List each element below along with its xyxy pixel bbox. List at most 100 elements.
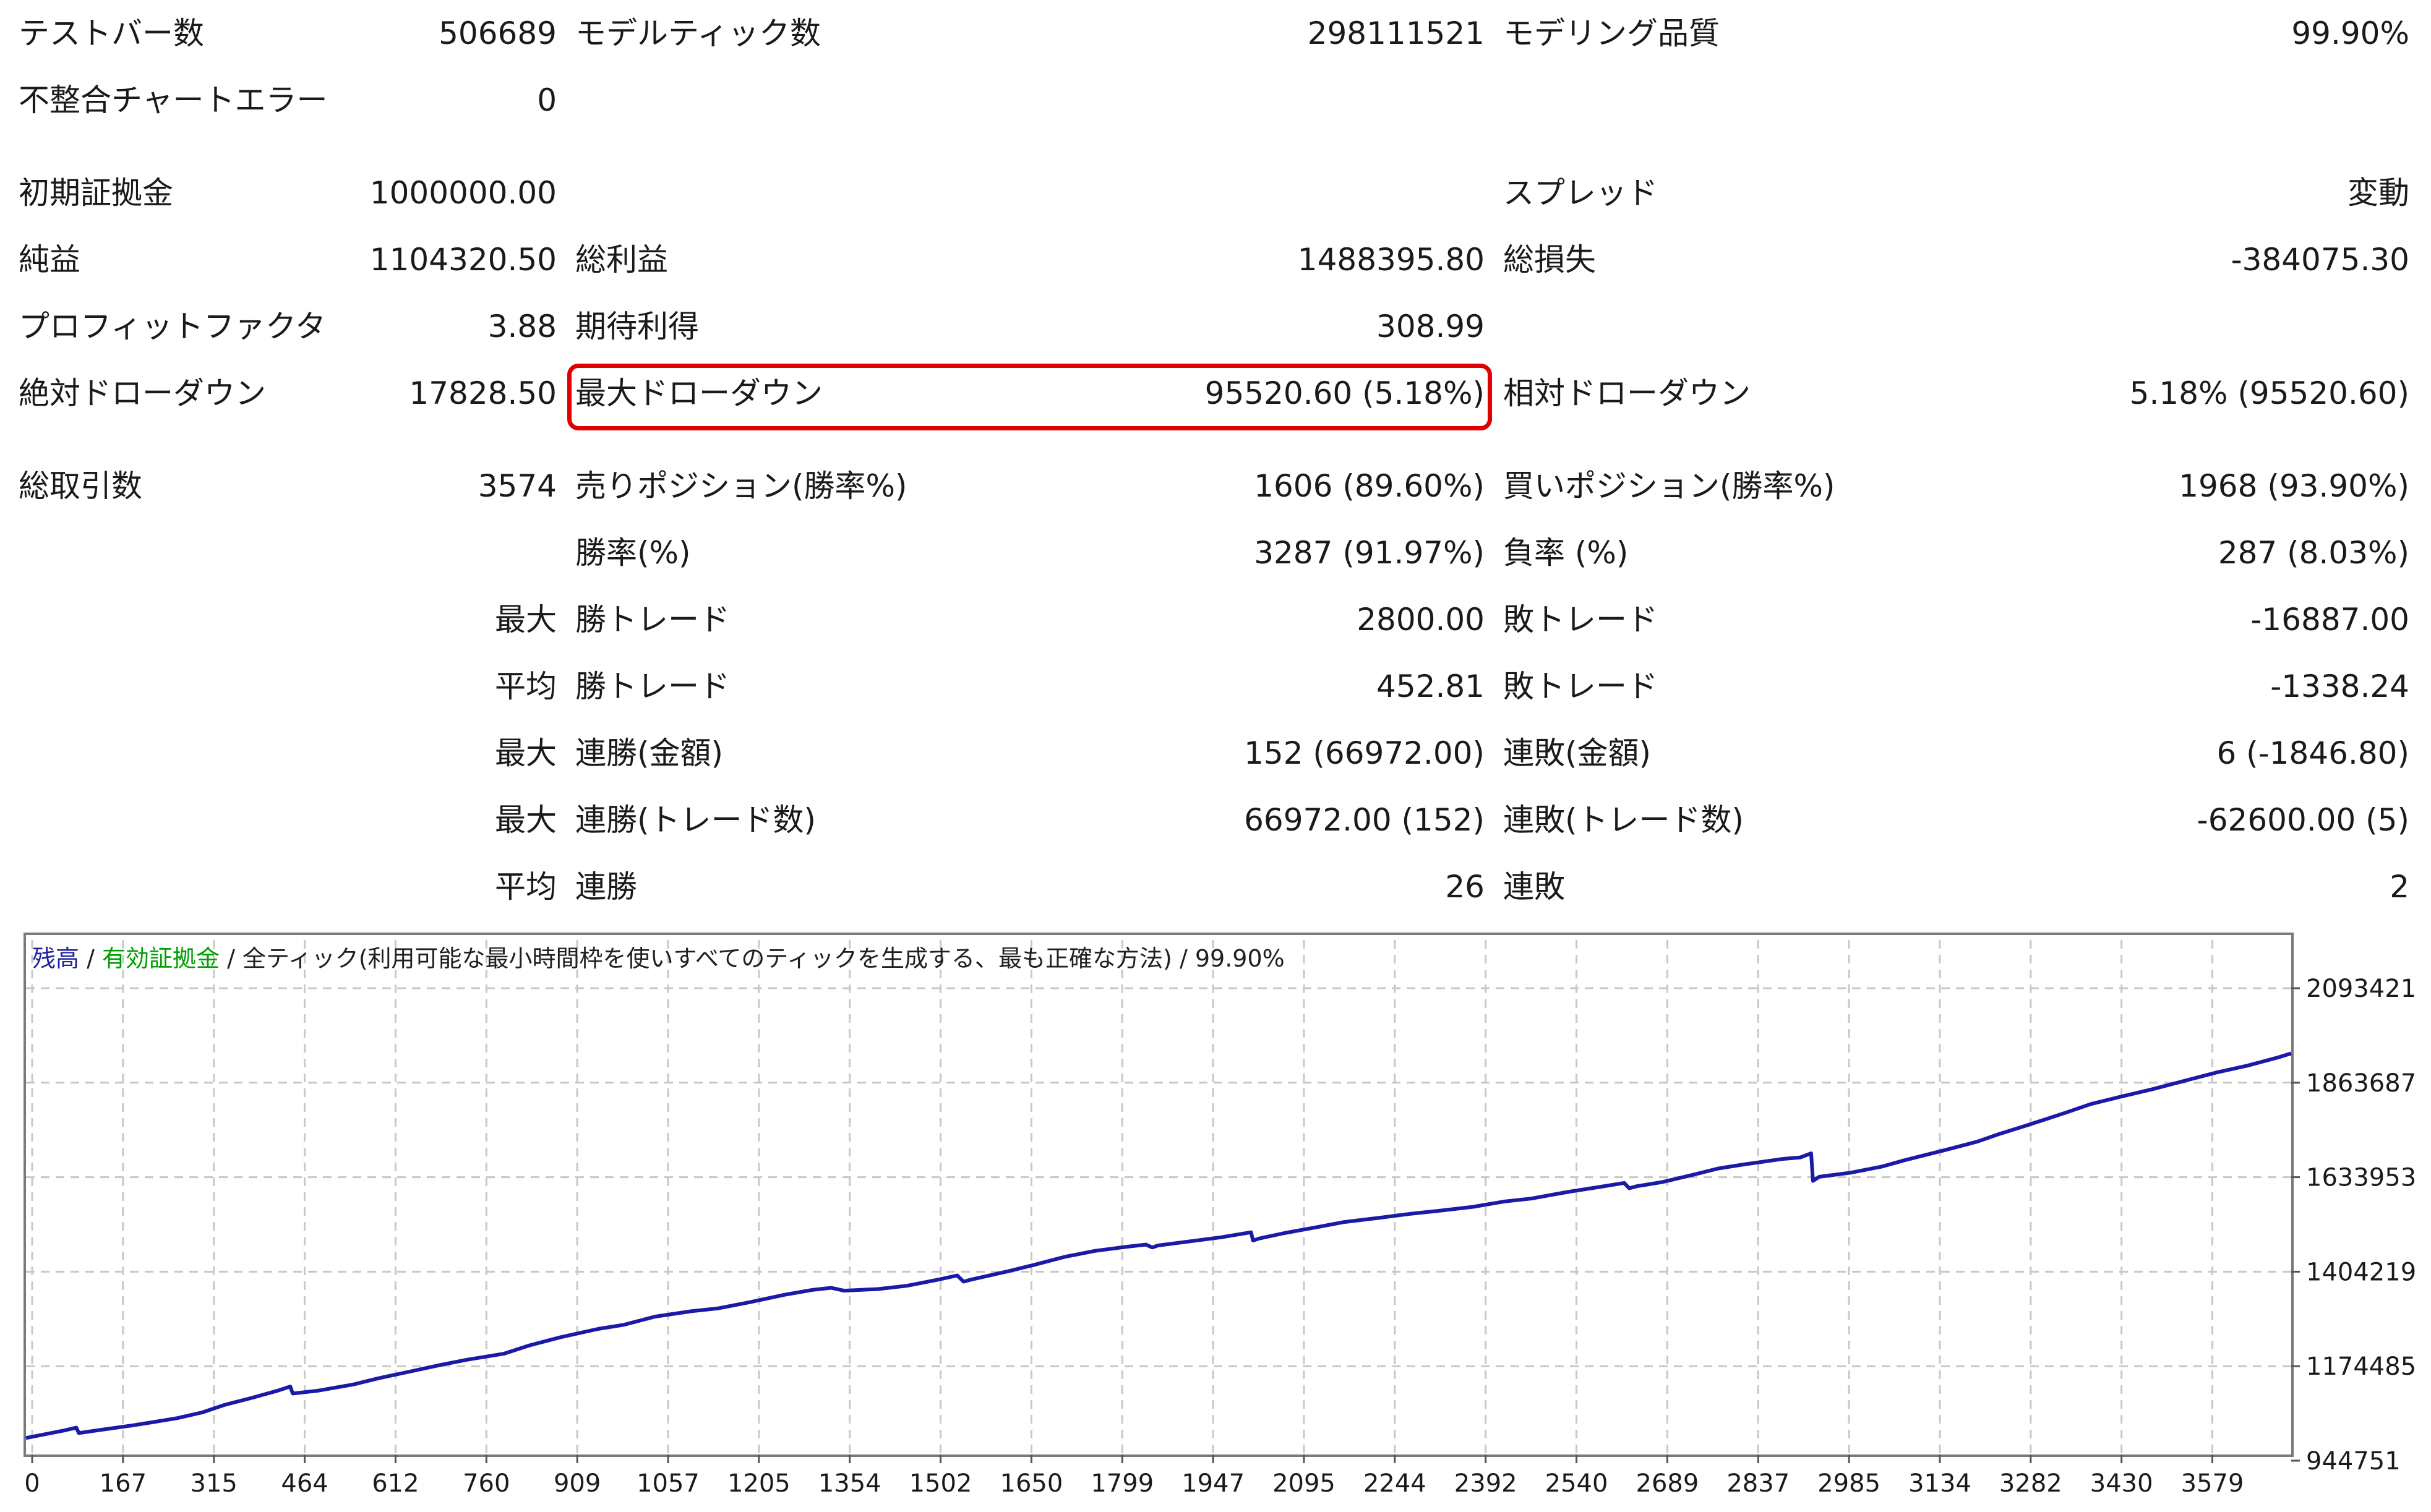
- stat-value: 17828.50: [409, 375, 557, 411]
- x-tick-label: 3579: [2181, 1469, 2244, 1498]
- stat-value: 平均: [495, 668, 557, 704]
- legend-model-description: 全ティック(利用可能な最小時間枠を使いすべてのティックを生成する、最も正確な方法…: [242, 945, 1285, 972]
- stat-label: 連勝(金額): [575, 735, 724, 771]
- stat-value: 最大: [495, 802, 557, 838]
- stat-value: 変動: [2347, 175, 2409, 211]
- stat-value: -384075.30: [2231, 242, 2409, 278]
- stat-value: 506689: [439, 15, 557, 51]
- stat-value: 26: [1445, 869, 1485, 905]
- stat-value: 最大: [495, 602, 557, 638]
- stat-value: 2: [2390, 869, 2409, 905]
- stats-row: 初期証拠金 1000000.00 スプレッド 変動: [0, 160, 2431, 226]
- stat-label: モデリング品質: [1503, 15, 1720, 51]
- stat-value: 1968 (93.90%): [2179, 468, 2409, 504]
- x-tick-label: 3134: [1908, 1469, 1971, 1498]
- stats-row: 平均 連勝 26 連敗 2: [0, 853, 2431, 920]
- stat-value: 66972.00 (152): [1244, 802, 1485, 838]
- stat-label: 期待利得: [575, 309, 699, 344]
- balance-series-line: [25, 1051, 2292, 1440]
- x-tick-label: 2985: [1817, 1469, 1880, 1498]
- stat-label: 売りポジション(勝率%): [575, 468, 907, 504]
- x-tick-label: 2392: [1454, 1469, 1517, 1498]
- x-tick-label: 2095: [1272, 1469, 1336, 1498]
- x-tick-label: 2540: [1545, 1469, 1608, 1498]
- stat-value: 3287 (91.97%): [1254, 535, 1485, 571]
- stats-row: 最大 連勝(金額) 152 (66972.00) 連敗(金額) 6 (-1846.80): [0, 720, 2431, 787]
- x-tick-label: 2689: [1636, 1469, 1699, 1498]
- x-tick-label: 1502: [909, 1469, 972, 1498]
- x-tick-label: 1057: [637, 1469, 700, 1498]
- stat-value: -1338.24: [2270, 668, 2409, 704]
- stat-value: -62600.00 (5): [2197, 802, 2409, 838]
- stat-label: 勝率(%): [575, 535, 691, 571]
- stat-value: 1000000.00: [369, 175, 557, 211]
- stat-label: 買いポジション(勝率%): [1503, 468, 1835, 504]
- stat-label: 勝トレード: [575, 668, 730, 704]
- x-tick-label: 909: [554, 1469, 601, 1498]
- x-tick-label: 464: [281, 1469, 328, 1498]
- stat-label: 総取引数: [19, 468, 142, 504]
- stats-row: 平均 勝トレード 452.81 敗トレード -1338.24: [0, 653, 2431, 720]
- stat-value: 95520.60 (5.18%): [1204, 375, 1485, 411]
- x-tick-label: 1947: [1181, 1469, 1245, 1498]
- stat-label: モデルティック数: [575, 15, 821, 51]
- chart-frame: [24, 933, 2294, 1457]
- chart-legend: 残高 / 有効証拠金 / 全ティック(利用可能な最小時間枠を使いすべてのティック…: [32, 940, 1285, 977]
- stat-value: 298111521: [1307, 15, 1485, 51]
- stat-label: 絶対ドローダウン: [19, 375, 266, 411]
- stat-label: プロフィットファクタ: [19, 309, 326, 344]
- stat-label: 最大ドローダウン: [575, 375, 823, 411]
- x-tick-label: 1354: [818, 1469, 881, 1498]
- x-tick-label: 2837: [1726, 1469, 1790, 1498]
- legend-separator: /: [220, 945, 242, 972]
- stats-row: 絶対ドローダウン 17828.50 最大ドローダウン 95520.60 (5.18%)…: [0, 360, 2431, 427]
- y-tick-label: 944751: [2306, 1447, 2401, 1476]
- legend-separator: /: [79, 945, 102, 972]
- stat-label: テストバー数: [19, 15, 204, 51]
- x-tick-label: 2244: [1363, 1469, 1426, 1498]
- stat-label: 連勝: [575, 869, 637, 905]
- stats-row: 純益 1104320.50 総利益 1488395.80 総損失 -384075.30: [0, 226, 2431, 293]
- x-tick-label: 1799: [1091, 1469, 1154, 1498]
- stat-label: 敗トレード: [1503, 602, 1658, 638]
- x-tick-label: 0: [24, 1469, 40, 1498]
- y-tick-label: 2093421: [2306, 975, 2416, 1003]
- stat-value: 308.99: [1376, 309, 1485, 344]
- stat-value: 2800.00: [1357, 602, 1485, 638]
- stats-row: 勝率(%) 3287 (91.97%) 負率 (%) 287 (8.03%): [0, 519, 2431, 586]
- stat-label: 連敗: [1503, 869, 1565, 905]
- x-tick-label: 3282: [1999, 1469, 2062, 1498]
- legend-equity: 有効証拠金: [101, 945, 220, 972]
- stat-value: 1488395.80: [1297, 242, 1485, 278]
- x-tick-label: 612: [372, 1469, 419, 1498]
- x-tick-label: 167: [100, 1469, 147, 1498]
- stat-label: 敗トレード: [1503, 668, 1658, 704]
- stat-value: 99.90%: [2291, 15, 2409, 51]
- legend-balance: 残高: [32, 945, 80, 972]
- stat-value: 5.18% (95520.60): [2129, 375, 2409, 411]
- stat-value: 287 (8.03%): [2218, 535, 2409, 571]
- stat-value: 152 (66972.00): [1244, 735, 1485, 771]
- stats-row: プロフィットファクタ 3.88 期待利得 308.99: [0, 293, 2431, 360]
- stats-row: 最大 連勝(トレード数) 66972.00 (152) 連敗(トレード数) -62600…: [0, 787, 2431, 853]
- stat-label: 総利益: [575, 242, 668, 278]
- x-tick-label: 760: [463, 1469, 510, 1498]
- stat-label: 不整合チャートエラー: [19, 82, 328, 118]
- stat-label: 負率 (%): [1503, 535, 1629, 571]
- x-tick-label: 3430: [2090, 1469, 2153, 1498]
- stat-value: 最大: [495, 735, 557, 771]
- stat-value: -16887.00: [2250, 602, 2409, 638]
- stat-label: 連敗(トレード数): [1503, 802, 1744, 838]
- stats-row: 不整合チャートエラー 0: [0, 67, 2431, 134]
- y-tick-label: 1633953: [2306, 1164, 2416, 1192]
- stats-row: 総取引数 3574 売りポジション(勝率%) 1606 (89.60%) 買いポジション…: [0, 453, 2431, 519]
- stat-value: 6 (-1846.80): [2216, 735, 2409, 771]
- x-tick-label: 1650: [1000, 1469, 1063, 1498]
- stat-label: 相対ドローダウン: [1503, 375, 1751, 411]
- stats-row: テストバー数 506689 モデルティック数 298111521 モデリング品質 99.9…: [0, 0, 2431, 67]
- stats-row: 最大 勝トレード 2800.00 敗トレード -16887.00: [0, 586, 2431, 653]
- stat-label: 勝トレード: [575, 602, 730, 638]
- stat-value: 3574: [478, 468, 557, 504]
- stat-value: 1606 (89.60%): [1254, 468, 1485, 504]
